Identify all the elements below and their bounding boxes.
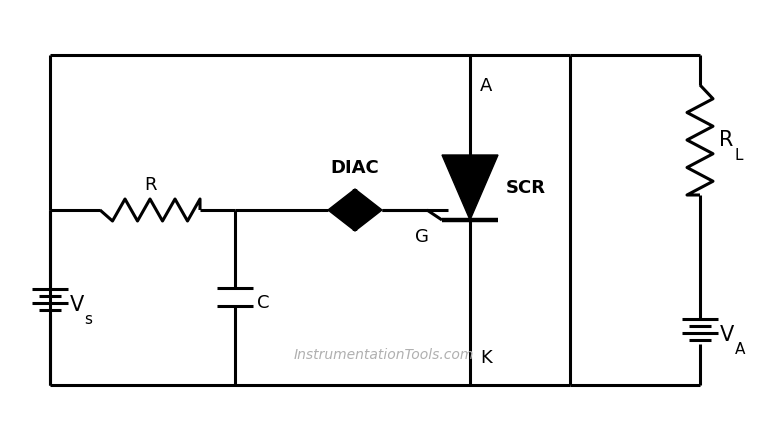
Text: C: C: [257, 294, 270, 311]
Text: InstrumentationTools.com: InstrumentationTools.com: [294, 348, 474, 362]
Polygon shape: [355, 189, 382, 231]
Text: A: A: [735, 342, 746, 357]
Text: s: s: [84, 312, 92, 327]
Text: A: A: [480, 77, 492, 95]
Text: R: R: [144, 176, 156, 194]
Text: K: K: [480, 349, 492, 367]
Polygon shape: [442, 155, 498, 220]
Text: V: V: [70, 295, 84, 315]
Text: G: G: [415, 228, 429, 246]
Text: L: L: [735, 148, 743, 163]
Text: V: V: [720, 325, 734, 345]
Text: DIAC: DIAC: [331, 159, 379, 177]
Text: R: R: [719, 130, 733, 150]
Text: SCR: SCR: [506, 179, 546, 197]
Polygon shape: [328, 189, 355, 231]
